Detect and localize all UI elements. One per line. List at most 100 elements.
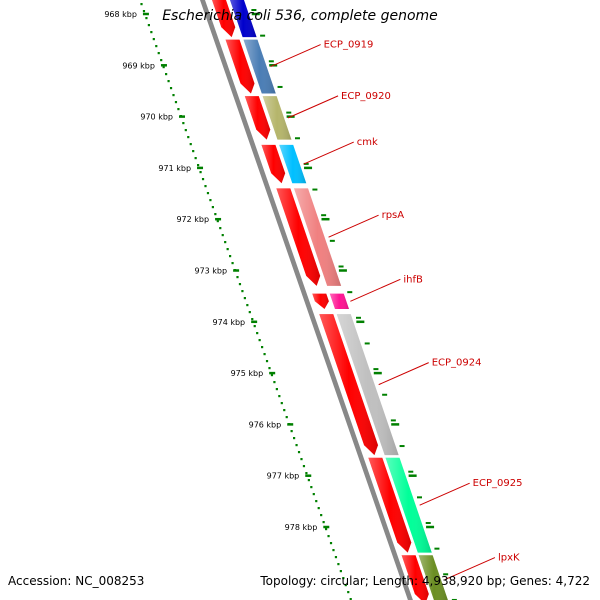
topology-summary-text: Topology: circular; Length: 4,938,920 bp… [260,574,590,588]
ruler-dot [209,199,212,202]
kbp-tick-label: 972 kbp [176,215,209,224]
ruler-dot [189,143,192,146]
kbp-tick-label: 971 kbp [158,164,191,173]
cds-arrow-shade [244,96,271,140]
ruler-dot [206,192,210,195]
ruler-dot [174,101,178,104]
backbone-band [200,0,413,600]
kbp-dotted-ruler [140,3,457,600]
ruler-dot [273,381,276,384]
gene-label-leader [378,362,429,386]
gene-box-shade [418,555,448,600]
ruler-dot [160,59,163,62]
gene-box-shade [294,188,342,286]
cds-arrow-shade [401,555,429,600]
ruler-dot [265,360,269,363]
ruler-dot [317,507,320,510]
ruler-dot [258,339,261,342]
ruler-dot [322,521,325,524]
ruler-dot [155,45,158,48]
ruler-dot [251,318,254,321]
ruler-dot [253,325,256,328]
ruler-dot [324,528,328,531]
ruler-dot [305,472,308,475]
ruler-dot [187,136,190,139]
ruler-dot [224,241,227,244]
ruler-dot [280,402,283,405]
ruler-dot [332,549,335,552]
ruler-dot [167,80,170,83]
ruler-dot [219,227,222,230]
kbp-tick-label: 970 kbp [140,113,173,122]
cds-arrow-shade [368,457,412,553]
ruler-dot [238,283,242,286]
gene-track [230,0,448,600]
ruler-dot [349,598,352,600]
ruler-dot [177,108,180,111]
ruler-dot [295,444,298,447]
kbp-tick-label: 969 kbp [122,61,155,70]
ruler-dot [241,290,244,293]
cds-arrow-shade [319,314,379,456]
kbp-tick-label: 976 kbp [249,420,282,429]
gene-label: ECP_0920 [341,91,391,102]
cds-arrow-shade [211,0,236,38]
ruler-dot [162,66,165,69]
gene-label: lpxK [498,553,520,564]
ruler-dot [140,3,143,6]
gene-box-shade [385,457,432,553]
ruler-dot [211,206,214,209]
gene-label-leader [328,214,379,238]
ruler-dot [300,458,303,461]
gene-box-shade [329,293,349,309]
ruler-dot [182,122,185,125]
ruler-dot [329,542,333,545]
gene-label: cmk [357,137,378,148]
ruler-dot [201,178,205,181]
ruler-dot [236,276,239,279]
ruler-dot [150,31,153,34]
ruler-dot [231,262,234,265]
kbp-tick-label: 977 kbp [267,472,300,481]
cds-arrow-shade [312,293,329,309]
ruler-dot [192,150,195,153]
ruler-dot [221,234,224,237]
ruler-dot [261,346,264,349]
ruler-dot [334,556,338,559]
gene-label: rpsA [382,210,405,221]
ruler-dot [320,514,323,517]
ruler-dot [147,24,150,27]
ruler-dot [157,52,160,55]
ruler-dot [297,451,301,454]
ruler-dot [344,584,347,587]
ruler-dot [339,570,342,573]
cds-arrow-shade [276,188,321,286]
gene-box-shade [336,314,399,456]
gene-label-leader [303,141,354,165]
ruler-dot [226,248,229,251]
ruler-dot [293,437,296,440]
ruler-dot [342,577,345,580]
ruler-dot [199,171,202,174]
gene-box-shade [230,0,257,38]
ruler-dot [263,353,266,356]
ruler-dot [307,479,310,482]
ruler-dot [169,87,173,90]
ruler-dot [270,374,274,377]
ruler-dot [312,493,315,496]
ruler-dot [275,388,278,391]
gene-label-leader [444,557,496,581]
accession-text: Accession: NC_008253 [8,574,145,588]
ruler-dot [290,430,293,433]
ruler-dot [142,10,146,13]
ruler-dot [184,129,187,132]
gene-box-shade [279,144,307,184]
cds-strand-track [211,0,429,600]
ruler-dot [243,297,246,300]
ruler-dot [165,73,168,76]
gene-label-leader [350,278,401,302]
gene-label: ECP_0925 [473,478,523,489]
kbp-tick-label: 978 kbp [285,523,318,532]
gene-box-shade [243,39,276,94]
